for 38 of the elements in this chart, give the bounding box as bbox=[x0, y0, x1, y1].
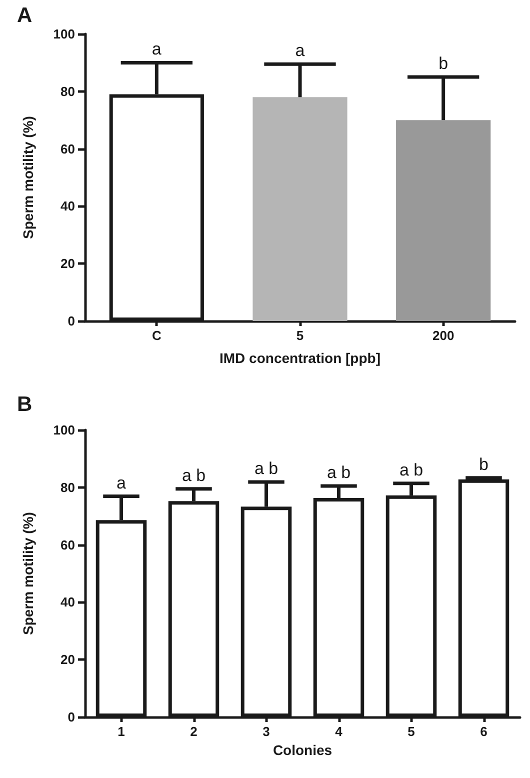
x-tick-label: 6 bbox=[480, 724, 488, 739]
y-tick-label: 100 bbox=[53, 422, 75, 438]
x-tick-label: 1 bbox=[118, 724, 125, 739]
chart-title: B bbox=[17, 393, 32, 416]
y-tick-label: 40 bbox=[60, 198, 75, 214]
y-tick-label: 60 bbox=[60, 141, 75, 156]
y-tick-label: 80 bbox=[60, 84, 75, 99]
x-tick-label: 2 bbox=[190, 724, 198, 739]
annotation: a bbox=[152, 40, 162, 59]
y-axis-title: Sperm motility (%) bbox=[20, 116, 36, 239]
y-tick-label: 0 bbox=[68, 710, 75, 724]
chart-title: A bbox=[17, 4, 32, 27]
x-axis-title: IMD concentration [ppb] bbox=[220, 350, 380, 366]
annotation: a b bbox=[326, 462, 351, 482]
x-tick-label: 200 bbox=[432, 328, 454, 343]
annotation: a bbox=[295, 41, 306, 60]
annotation: a b bbox=[254, 458, 278, 478]
annotation: b bbox=[438, 54, 448, 74]
x-tick-label: C bbox=[152, 328, 162, 343]
bar bbox=[252, 97, 348, 321]
y-tick-label: 80 bbox=[60, 480, 75, 495]
y-axis-title: Sperm motility (%) bbox=[20, 512, 36, 635]
x-tick-label: 5 bbox=[296, 328, 304, 343]
x-axis-title: Colonies bbox=[272, 742, 332, 758]
annotation: b bbox=[479, 454, 488, 474]
annotation: a b bbox=[399, 460, 424, 480]
y-tick-label: 0 bbox=[68, 314, 75, 328]
y-tick-label: 20 bbox=[60, 652, 75, 668]
y-tick-label: 20 bbox=[60, 256, 75, 272]
x-tick-label: 3 bbox=[262, 724, 270, 739]
y-tick-label: 60 bbox=[60, 537, 75, 552]
bar bbox=[396, 120, 491, 321]
annotation: a bbox=[116, 473, 127, 492]
x-tick-label: 4 bbox=[335, 724, 344, 739]
x-tick-label: 5 bbox=[408, 724, 415, 739]
annotation: a b bbox=[182, 466, 206, 485]
y-tick-label: 100 bbox=[53, 26, 75, 42]
y-tick-label: 40 bbox=[60, 594, 75, 610]
